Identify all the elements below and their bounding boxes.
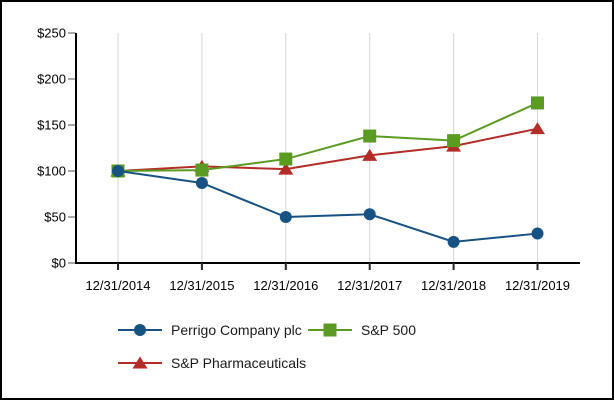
- sp-pharmaceuticals-triangle-marker-icon: [118, 355, 162, 371]
- x-axis-tick-label: 12/31/2014: [85, 278, 150, 293]
- perrigo-company-plc-data-point: [112, 165, 124, 177]
- s-p-500-line: [117, 102, 538, 172]
- s-p-pharmaceuticals-data-point: [278, 162, 294, 175]
- y-axis-tick-label: $100: [37, 164, 66, 179]
- perrigo-company-plc-data-point: [195, 176, 208, 189]
- s-p-pharmaceuticals-legend-glyph: [118, 356, 162, 369]
- legend-item-perrigo: Perrigo Company plc: [118, 322, 302, 338]
- x-axis-tick-label: 12/31/2018: [421, 278, 486, 293]
- s-p-500-data-point: [531, 96, 544, 110]
- x-axis-tick-label: 12/31/2019: [505, 278, 570, 293]
- sp500-square-marker-icon: [308, 322, 352, 338]
- legend-item-sp-pharmaceuticals: S&P Pharmaceuticals: [118, 355, 306, 371]
- legend-item-sp500: S&P 500: [308, 322, 416, 338]
- y-axis-tick-label: $200: [37, 72, 66, 87]
- legend-label-sp-pharmaceuticals: S&P Pharmaceuticals: [171, 355, 307, 371]
- x-axis-tick-label: 12/31/2016: [253, 278, 318, 293]
- y-axis-tick-label: $50: [44, 210, 66, 225]
- perrigo-company-plc-line: [117, 170, 538, 243]
- perrigo-company-plc-data-point: [279, 211, 292, 223]
- legend-label-sp500: S&P 500: [361, 322, 417, 338]
- s-p-pharmaceuticals-data-point: [132, 356, 148, 369]
- perrigo-circle-marker-icon: [118, 322, 162, 338]
- s-p-pharmaceuticals-line: [117, 127, 538, 172]
- s-p-500-data-point: [279, 152, 293, 166]
- y-axis-tick-label: $0: [52, 256, 66, 271]
- legend-label-perrigo: Perrigo Company plc: [171, 322, 302, 338]
- s-p-500-legend-glyph: [308, 323, 352, 337]
- perrigo-company-plc-data-point: [363, 208, 376, 221]
- s-p-500-data-point: [447, 134, 461, 148]
- s-p-pharmaceuticals-data-point: [362, 148, 378, 161]
- y-axis-tick-label: $250: [37, 26, 66, 41]
- perrigo-company-plc-legend-glyph: [118, 324, 162, 336]
- perrigo-company-plc-data-point: [134, 324, 146, 336]
- s-p-500-data-point: [363, 129, 377, 143]
- s-p-500-data-point: [195, 163, 209, 177]
- s-p-pharmaceuticals-data-point: [530, 122, 545, 135]
- s-p-500-data-point: [323, 323, 337, 337]
- perrigo-company-plc-data-point: [447, 235, 460, 248]
- y-axis-tick-label: $150: [37, 118, 66, 133]
- perrigo-company-plc-data-point: [531, 227, 544, 240]
- x-axis-tick-label: 12/31/2017: [337, 278, 402, 293]
- x-axis-tick-label: 12/31/2015: [169, 278, 234, 293]
